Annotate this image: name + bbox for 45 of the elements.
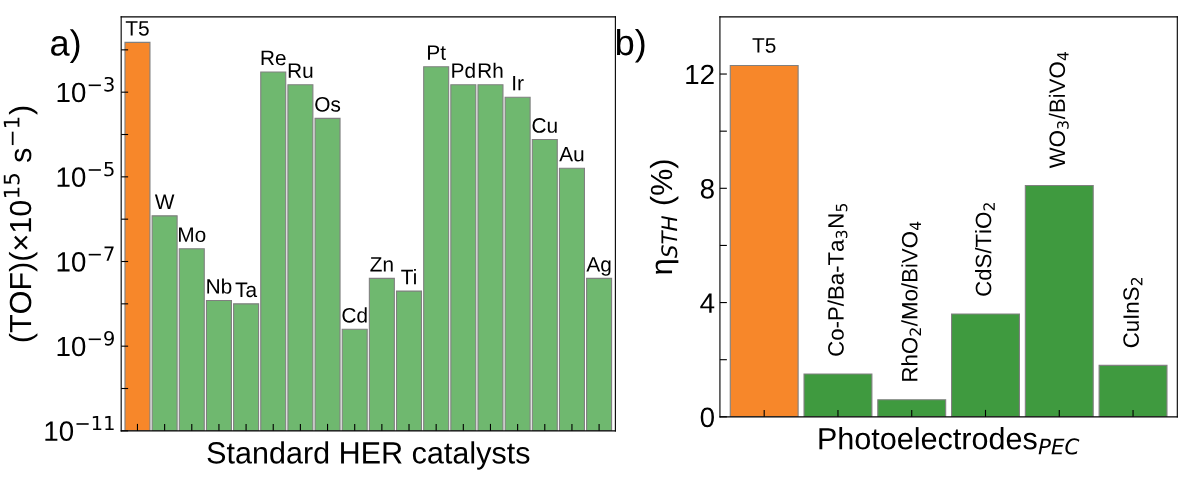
x-tick-label: T5 (752, 38, 776, 53)
x-tick-label: T5 (125, 21, 149, 36)
y-tick-label: 10$^{−5}$ (57, 161, 114, 187)
x-tick-label: Re (261, 50, 286, 66)
y-tick-label: 12 (686, 64, 714, 85)
text: a) (51, 29, 80, 63)
bar (729, 64, 799, 417)
x-tick-label: Nb (207, 278, 232, 294)
x-tick-label: Ti (401, 269, 416, 285)
y-axis-title: (TOF)(×10$^{15}$ s$^{−1}$) (3, 106, 38, 342)
x-tick-label: Co-P/Ba-Ta$_{3}$N$_{5}$ (827, 204, 848, 356)
y-tick-label: 8 (700, 178, 714, 199)
text: b) (616, 28, 645, 63)
x-tick-label: Ag (586, 257, 611, 276)
x-tick-label: Cd (342, 307, 367, 323)
x-tick-label: Os (315, 96, 341, 112)
y-tick-label: 10$^{−9}$ (57, 330, 114, 357)
x-tick-label: Cu (532, 118, 557, 133)
x-tick-label: Au (559, 146, 584, 162)
x-axis-title: Standard HER catalysts (207, 441, 530, 470)
x-tick-label: CdS/TiO$_{2}$ (975, 203, 995, 296)
x-tick-label: Ta (235, 282, 258, 298)
x-tick-label: Ru (288, 63, 313, 79)
bar (877, 399, 947, 417)
x-axis-title: Photoelectrodes$_{PEC}$ (819, 427, 1080, 455)
bar (1098, 364, 1168, 417)
x-tick-label: Zn (370, 257, 393, 272)
x-tick-label: WO$_{3}$/BiVO$_{4}$ (1048, 52, 1069, 169)
x-tick-label: Pd (452, 62, 475, 79)
y-tick-label: 10$^{−7}$ (57, 246, 114, 272)
y-tick-label: 4 (700, 293, 715, 313)
bar (1024, 184, 1094, 417)
x-tick-label: Pt (428, 45, 446, 60)
y-axis-title: η$_{STH}$ (%) (649, 160, 679, 274)
y-tick-label: 10$^{−11}$ (45, 415, 114, 441)
x-tick-label: Ir (513, 76, 524, 91)
x-tick-label: W (154, 194, 175, 209)
x-tick-label: Mo (179, 227, 206, 243)
bar (951, 313, 1020, 417)
x-tick-label: Rh (478, 62, 503, 78)
y-tick-label: 10$^{−3}$ (57, 76, 114, 103)
x-tick-label: CuInS$_{2}$ (1123, 277, 1143, 348)
y-tick-label: 0 (700, 407, 714, 428)
bar (803, 373, 873, 417)
x-tick-label: RhO$_{2}$/Mo/BiVO$_{4}$ (901, 221, 922, 381)
